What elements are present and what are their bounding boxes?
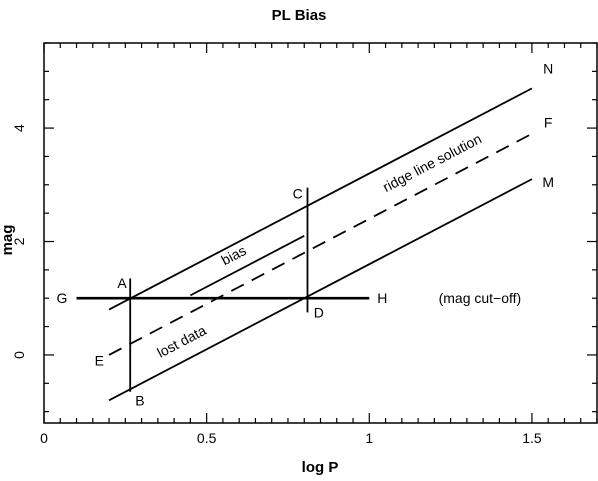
x-tick-label: 0 bbox=[40, 430, 48, 446]
annotation-label: E bbox=[95, 353, 104, 369]
annotation-label: C bbox=[293, 185, 303, 201]
line-F bbox=[108, 132, 533, 356]
annotation-label: F bbox=[544, 114, 553, 130]
annotation-label: A bbox=[117, 275, 127, 291]
x-tick-label: 0.5 bbox=[197, 430, 217, 446]
annotation-label: D bbox=[314, 304, 324, 320]
x-tick-label: 1 bbox=[365, 430, 373, 446]
annotation-label: M bbox=[542, 174, 554, 190]
line-N bbox=[108, 87, 533, 311]
annotation-label: (mag cut−off) bbox=[439, 290, 522, 306]
line-M bbox=[108, 178, 533, 402]
y-tick-label: 4 bbox=[11, 124, 27, 132]
y-tick-label: 0 bbox=[11, 351, 27, 359]
annotation-label: B bbox=[135, 392, 144, 408]
annotation-label: lost data bbox=[154, 322, 209, 361]
chart-title: PL Bias bbox=[272, 7, 327, 24]
annotation-label: N bbox=[543, 61, 553, 77]
annotation-label: bias bbox=[219, 242, 249, 268]
plot-frame bbox=[43, 42, 598, 424]
y-axis-label: mag bbox=[0, 225, 16, 256]
annotation-label: G bbox=[56, 290, 67, 306]
annotation-label: H bbox=[377, 290, 387, 306]
line-bias bbox=[189, 235, 305, 297]
y-tick-label: 2 bbox=[11, 237, 27, 245]
x-tick-label: 1.5 bbox=[522, 430, 542, 446]
x-axis-label: log P bbox=[302, 459, 339, 476]
